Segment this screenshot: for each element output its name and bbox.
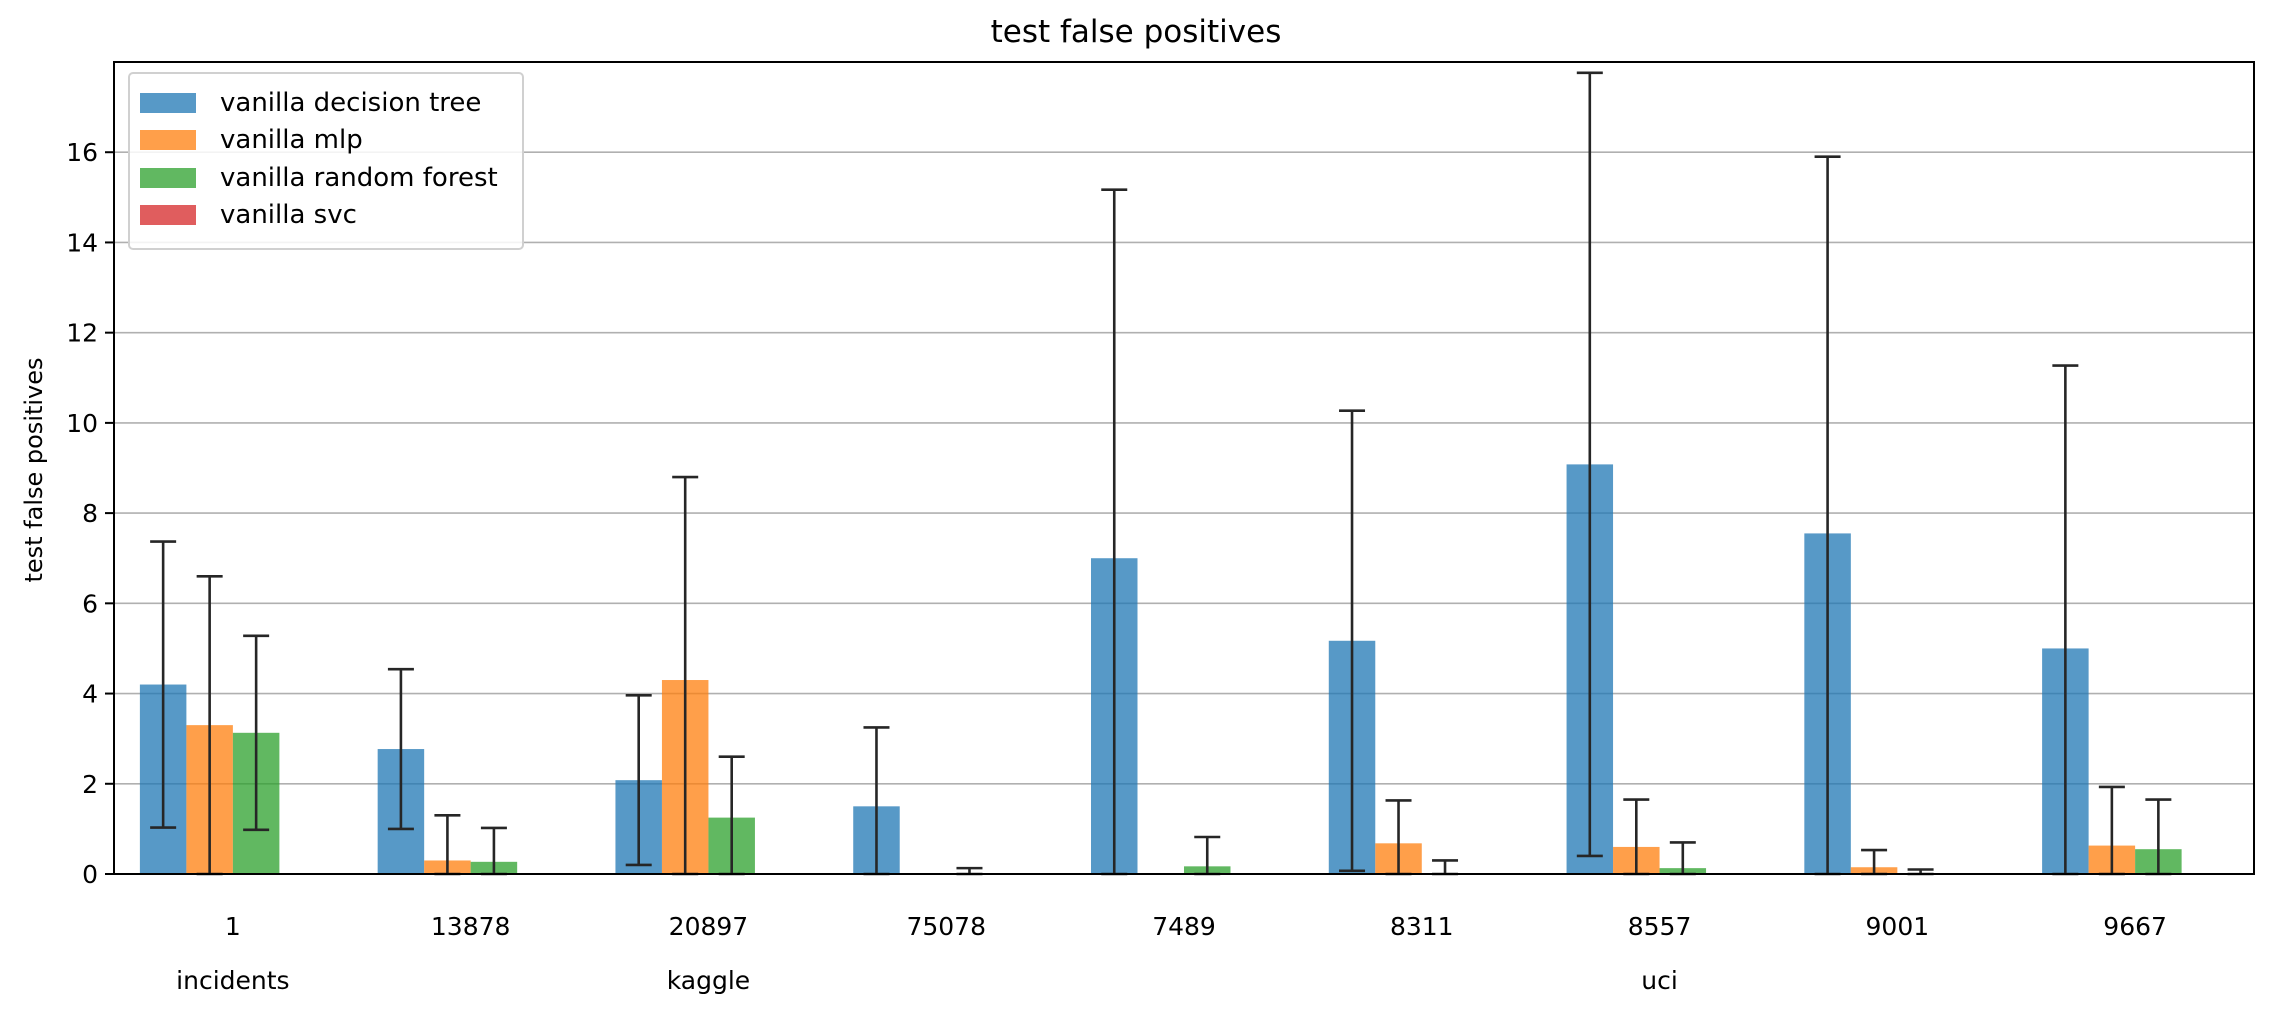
y-tick-label: 10 — [66, 409, 98, 438]
x-tick-labels: 1 13878 20897 75078 7489 8311 8557 9001 9667 — [225, 912, 2167, 941]
y-tick-label: 12 — [66, 319, 98, 348]
legend-item-random-forest: vanilla random forest — [140, 159, 522, 197]
legend-swatch — [140, 130, 196, 151]
y-ticks: 0 2 4 6 8 10 12 14 16 — [66, 138, 114, 889]
x-group-label: incidents — [176, 966, 289, 995]
x-tick-label: 8311 — [1390, 912, 1454, 941]
x-group-label: kaggle — [667, 966, 750, 995]
y-gridlines — [114, 151, 2254, 875]
y-axis-label: test false positives — [20, 357, 48, 583]
legend-item-decision-tree: vanilla decision tree — [140, 84, 522, 122]
legend-swatch — [140, 92, 196, 113]
x-tick-label: 8557 — [1628, 912, 1692, 941]
y-tick-label: 6 — [82, 589, 98, 618]
bars — [139, 464, 2182, 874]
x-group-labels: incidents kaggle uci — [176, 966, 1678, 995]
y-tick-label: 0 — [82, 860, 98, 889]
legend-item-svc: vanilla svc — [140, 197, 522, 235]
x-tick-label: 1 — [225, 912, 241, 941]
y-tick-label: 2 — [82, 770, 98, 799]
x-tick-label: 13878 — [431, 912, 511, 941]
chart-title: test false positives — [990, 14, 1282, 50]
plot-frame — [113, 61, 2255, 875]
x-group-label: uci — [1641, 966, 1678, 995]
x-tick-label: 9001 — [1866, 912, 1930, 941]
x-tick-label: 7489 — [1152, 912, 1216, 941]
legend-label: vanilla random forest — [220, 162, 498, 193]
legend-item-mlp: vanilla mlp — [140, 122, 522, 160]
legend-swatch — [140, 167, 196, 188]
legend-label: vanilla svc — [220, 200, 357, 231]
legend: vanilla decision tree vanilla mlp vanill… — [128, 72, 524, 250]
y-tick-label: 8 — [82, 499, 98, 528]
y-tick-label: 4 — [82, 680, 98, 709]
x-tick-label: 9667 — [2103, 912, 2167, 941]
x-tick-label: 75078 — [906, 912, 986, 941]
legend-swatch — [140, 205, 196, 226]
x-tick-label: 20897 — [669, 912, 749, 941]
error-bars — [150, 71, 2172, 876]
y-tick-label: 16 — [66, 138, 98, 167]
legend-label: vanilla mlp — [220, 125, 363, 156]
y-tick-label: 14 — [66, 228, 98, 257]
legend-label: vanilla decision tree — [220, 87, 482, 118]
